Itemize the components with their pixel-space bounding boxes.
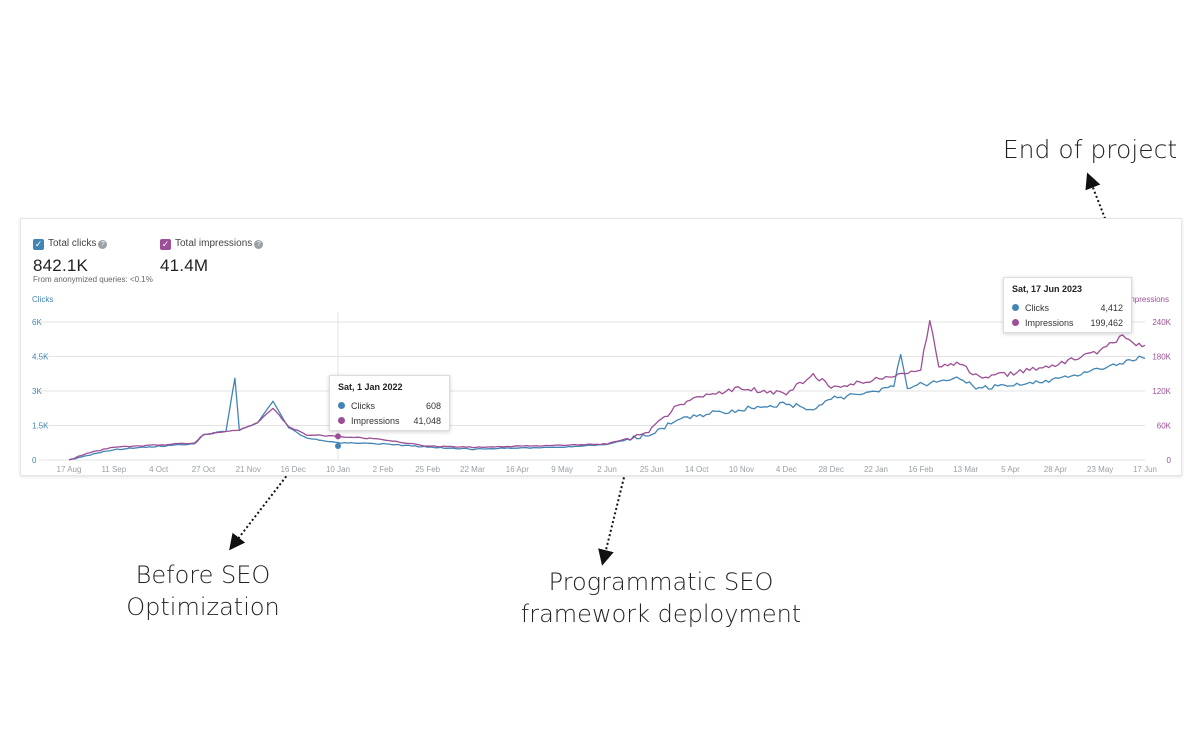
y-left-tick-label: 6K: [32, 318, 42, 327]
metric-total-impressions[interactable]: ✓ Total impressions? 41.4M: [160, 233, 264, 276]
x-tick-label: 28 Dec: [818, 465, 843, 474]
x-tick-label: 23 May: [1087, 465, 1113, 474]
impressions-dot-icon: [338, 417, 345, 424]
x-tick-label: 10 Nov: [729, 465, 754, 474]
y-left-tick-label: 1.5K: [32, 422, 49, 431]
annotation-before-seo: Before SEO Optimization: [100, 559, 306, 623]
annotation-before-line2: Optimization: [126, 593, 280, 621]
x-tick-label: 16 Feb: [908, 465, 933, 474]
chart-tooltip-jun-2023: Sat, 17 Jun 2023 Clicks 4,412 Impression…: [1003, 277, 1132, 333]
tooltip-clicks-label: Clicks: [351, 400, 375, 411]
tooltip-row-clicks: Clicks 4,412: [1012, 300, 1123, 315]
x-tick-label: 10 Jan: [326, 465, 350, 474]
clicks-metric-value: 842.1K: [33, 256, 89, 275]
x-tick-label: 17 Jun: [1133, 465, 1157, 474]
annotation-framework-deployment: Programmatic SEO framework deployment: [505, 566, 817, 630]
y-right-tick-label: 0: [1167, 456, 1172, 465]
y-left-tick-label: 4.5K: [32, 353, 49, 362]
clicks-dot-icon: [1012, 304, 1019, 311]
x-tick-label: 25 Feb: [415, 465, 440, 474]
x-tick-label: 13 Mar: [953, 465, 978, 474]
clicks-dot-icon: [338, 402, 345, 409]
x-tick-label: 16 Dec: [280, 465, 305, 474]
annotation-deploy-line1: Programmatic SEO: [548, 568, 774, 596]
tooltip-clicks-value: 608: [425, 400, 441, 411]
tooltip-impressions-label: Impressions: [1025, 317, 1074, 328]
tooltip-row-impressions: Impressions 199,462: [1012, 315, 1123, 330]
y-left-tick-label: 0: [32, 456, 37, 465]
tooltip-clicks-value: 4,412: [1100, 302, 1123, 313]
y-right-tick-label: 240K: [1152, 318, 1171, 327]
annotation-deploy-line2: framework deployment: [520, 600, 802, 628]
right-axis-title: Impressions: [1125, 295, 1169, 304]
x-tick-label: 16 Apr: [506, 465, 529, 474]
tooltip-row-clicks: Clicks 608: [338, 398, 441, 413]
annotation-end-text: End of project: [1002, 135, 1178, 164]
clicks-checkbox-icon[interactable]: ✓: [33, 239, 44, 250]
clicks-metric-label: Total clicks: [48, 238, 97, 249]
help-icon[interactable]: ?: [98, 240, 108, 249]
y-right-tick-label: 180K: [1152, 353, 1171, 362]
x-tick-label: 17 Aug: [57, 465, 82, 474]
y-right-tick-label: 120K: [1152, 387, 1171, 396]
x-tick-label: 22 Mar: [460, 465, 485, 474]
x-tick-label: 21 Nov: [236, 465, 261, 474]
x-tick-label: 11 Sep: [101, 465, 126, 474]
x-tick-label: 2 Feb: [373, 465, 394, 474]
x-tick-label: 9 May: [551, 465, 573, 474]
x-tick-label: 2 Jun: [597, 465, 617, 474]
x-tick-label: 4 Dec: [776, 465, 797, 474]
help-icon[interactable]: ?: [254, 240, 264, 249]
y-left-tick-label: 3K: [32, 387, 42, 396]
x-tick-label: 27 Oct: [192, 465, 216, 474]
impressions-metric-label: Total impressions: [175, 238, 253, 249]
tooltip-row-impressions: Impressions 41,048: [338, 413, 441, 428]
performance-card: ✓ Total clicks? 842.1K ✓ Total impressions…: [20, 218, 1182, 476]
y-right-tick-label: 60K: [1157, 422, 1172, 431]
tooltip-date: Sat, 1 Jan 2022: [338, 382, 403, 392]
hover-point-clicks: [335, 443, 341, 450]
impressions-dot-icon: [1012, 319, 1019, 326]
x-tick-label: 4 Oct: [149, 465, 169, 474]
x-tick-label: 22 Jan: [864, 465, 888, 474]
tooltip-impressions-label: Impressions: [351, 415, 400, 426]
x-tick-label: 14 Oct: [685, 465, 709, 474]
tooltip-impressions-value: 41,048: [413, 415, 441, 426]
chart-tooltip-jan-2022: Sat, 1 Jan 2022 Clicks 608 Impressions 4…: [329, 375, 450, 431]
x-tick-label: 28 Apr: [1044, 465, 1067, 474]
x-tick-label: 25 Jun: [640, 465, 664, 474]
annotation-end-of-project: End of project: [990, 134, 1190, 166]
tooltip-impressions-value: 199,462: [1090, 317, 1123, 328]
series-line-impressions: [68, 319, 1146, 461]
tooltip-clicks-label: Clicks: [1025, 302, 1049, 313]
tooltip-date: Sat, 17 Jun 2023: [1012, 284, 1083, 294]
left-axis-title: Clicks: [32, 295, 54, 304]
impressions-metric-value: 41.4M: [160, 256, 209, 275]
impressions-checkbox-icon[interactable]: ✓: [160, 239, 171, 250]
performance-chart[interactable]: 0 0 1.5K 60K 3K 120K 4.5K 180K 6K 240K 17 Aug 11 Se…: [21, 219, 1183, 477]
x-tick-label: 5 Apr: [1001, 465, 1020, 474]
annotation-before-line1: Before SEO: [135, 561, 271, 589]
metric-total-clicks[interactable]: ✓ Total clicks? 842.1K: [33, 233, 108, 276]
anonymized-note: From anonymized queries: <0.1%: [33, 275, 153, 284]
hover-point-impressions: [335, 433, 341, 440]
